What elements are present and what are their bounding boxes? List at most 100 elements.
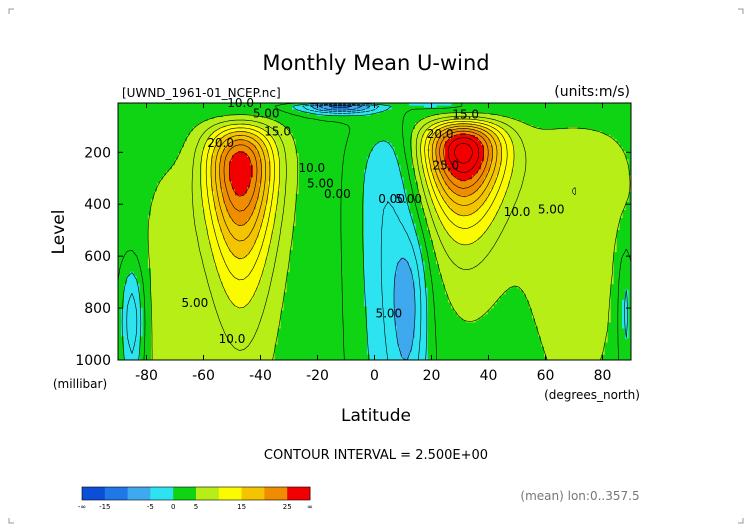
contour-cell	[508, 143, 512, 146]
contour-cell	[616, 171, 620, 174]
contour-cell	[517, 129, 521, 132]
contour-cell	[343, 113, 347, 116]
contour-cell	[421, 137, 425, 140]
contour-cell	[535, 179, 539, 182]
contour-cell	[268, 125, 272, 128]
contour-cell	[613, 155, 617, 158]
contour-cell	[181, 173, 185, 176]
contour-cell	[217, 135, 221, 138]
contour-cell	[184, 141, 188, 144]
contour-cell	[469, 155, 473, 158]
contour-cell	[493, 155, 497, 158]
contour-cell	[514, 171, 518, 174]
contour-cell	[601, 153, 605, 156]
contour-cell	[502, 135, 506, 138]
contour-cell	[295, 163, 299, 166]
contour-cell	[484, 197, 488, 200]
contour-cell	[571, 163, 575, 166]
contour-cell	[619, 155, 623, 158]
contour-cell	[433, 199, 437, 202]
contour-cell	[229, 175, 233, 178]
contour-cell	[190, 165, 194, 168]
contour-cell	[571, 177, 575, 180]
contour-cell	[445, 149, 449, 152]
contour-cell	[544, 185, 548, 188]
contour-cell	[409, 103, 413, 106]
contour-cell	[598, 157, 602, 160]
contour-cell	[430, 133, 434, 136]
contour-cell	[454, 191, 458, 194]
contour-cell	[550, 141, 554, 144]
contour-cell	[568, 147, 572, 150]
contour-cell	[259, 141, 263, 144]
contour-cell	[256, 123, 260, 126]
contour-cell	[547, 133, 551, 136]
contour-cell	[214, 125, 218, 128]
contour-cell	[436, 165, 440, 168]
contour-cell	[583, 161, 587, 164]
contour-cell	[466, 177, 470, 180]
contour-cell	[427, 195, 431, 198]
contour-cell	[193, 135, 197, 138]
contour-cell	[316, 107, 320, 110]
contour-cell	[415, 131, 419, 134]
contour-cell	[247, 179, 251, 182]
contour-cell	[580, 177, 584, 180]
contour-cell	[460, 175, 464, 178]
contour-cell	[214, 197, 218, 200]
contour-cell	[223, 131, 227, 134]
contour-cell	[424, 165, 428, 168]
contour-cell	[244, 145, 248, 148]
contour-cell	[412, 165, 416, 168]
contour-cell	[232, 125, 236, 128]
contour-cell	[502, 195, 506, 198]
contour-cell	[211, 185, 215, 188]
contour-cell	[262, 117, 266, 120]
contour-cell	[553, 179, 557, 182]
contour-cell	[223, 171, 227, 174]
contour-cell	[529, 127, 533, 130]
contour-cell	[229, 151, 233, 154]
contour-cell	[316, 109, 320, 112]
contour-cell	[613, 147, 617, 150]
contour-cell	[232, 147, 236, 150]
contour-cell	[478, 123, 482, 126]
contour-cell	[484, 175, 488, 178]
contour-cell	[193, 141, 197, 144]
contour-cell	[532, 147, 536, 150]
contour-cell	[178, 163, 182, 166]
contour-cell	[244, 167, 248, 170]
contour-cell	[244, 135, 248, 138]
contour-cell	[595, 141, 599, 144]
contour-cell	[550, 187, 554, 190]
contour-cell	[586, 179, 590, 182]
contour-cell	[619, 177, 623, 180]
contour-cell	[379, 189, 383, 192]
contour-cell	[391, 161, 395, 164]
contour-cell	[502, 175, 506, 178]
contour-cell	[496, 165, 500, 168]
contour-cell	[502, 165, 506, 168]
contour-cell	[592, 175, 596, 178]
contour-cell	[499, 197, 503, 200]
contour-cell	[463, 147, 467, 150]
contour-cell	[232, 115, 236, 118]
contour-cell	[433, 171, 437, 174]
contour-cell	[496, 155, 500, 158]
contour-cell	[562, 199, 566, 202]
contour-cell	[499, 119, 503, 122]
contour-cell	[481, 143, 485, 146]
contour-cell	[454, 161, 458, 164]
contour-cell	[256, 151, 260, 154]
contour-cell	[238, 161, 242, 164]
contour-cell	[247, 151, 251, 154]
contour-cell	[289, 185, 293, 188]
contour-cell	[358, 113, 362, 116]
contour-cell	[241, 175, 245, 178]
contour-cell	[502, 127, 506, 130]
contour-cell	[523, 193, 527, 196]
contour-cell	[367, 199, 371, 202]
contour-cell	[553, 169, 557, 172]
contour-cell	[217, 195, 221, 198]
contour-cell	[247, 115, 251, 118]
